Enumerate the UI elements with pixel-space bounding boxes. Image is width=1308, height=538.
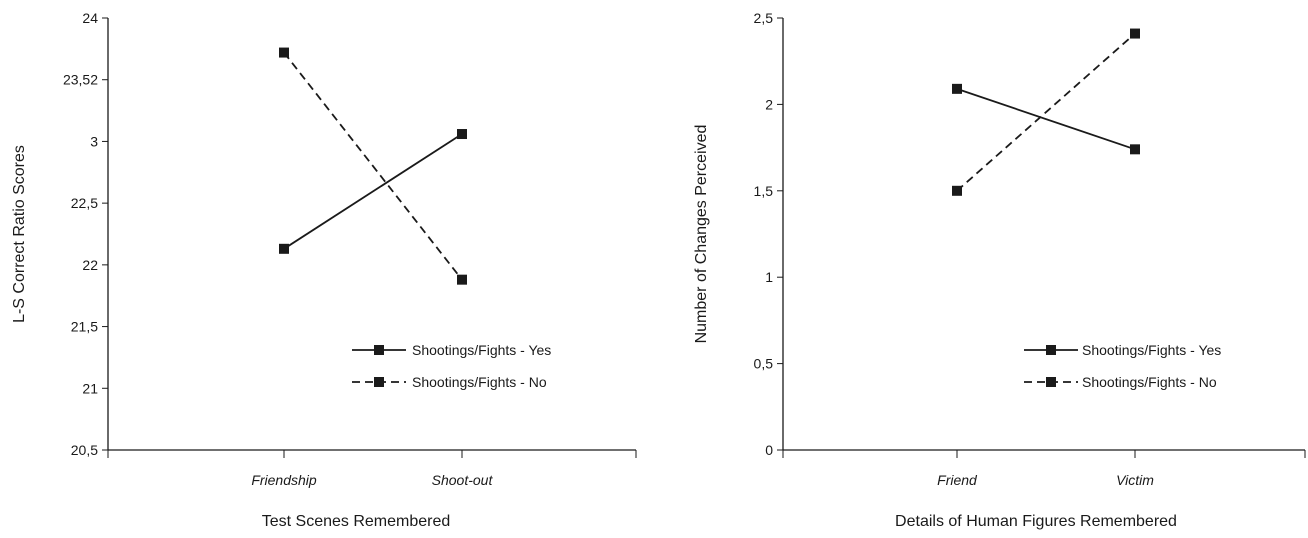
chart-panel-1: 20,5 21 21,5 22 22,5 3 23,52 24 Friendship Shoot-… [11, 10, 637, 530]
legend-label: Shootings/Fights - Yes [1082, 342, 1221, 358]
x-axis-title: Test Scenes Remembered [262, 513, 451, 530]
legend-marker [374, 377, 384, 387]
x-tick-label: Victim [1116, 472, 1154, 488]
chart-panel-2: 0 0,5 1 1,5 2 2,5 Friend Victim Number of Change… [693, 10, 1306, 530]
y-tick-label: 2,5 [754, 10, 774, 26]
legend-marker [1046, 345, 1056, 355]
y-tick-label: 1 [765, 269, 773, 285]
series-line-yes [956, 87, 1136, 151]
y-tick-label: 21,5 [71, 319, 98, 335]
y-tick-label: 24 [82, 10, 98, 26]
data-point [1130, 28, 1140, 39]
y-tick-label: 1,5 [754, 183, 774, 199]
data-point [457, 274, 467, 285]
legend-marker [1046, 377, 1056, 387]
x-axis-title: Details of Human Figures Remembered [895, 513, 1177, 530]
y-tick-label: 22,5 [71, 195, 98, 211]
legend-label: Shootings/Fights - Yes [412, 342, 551, 358]
x-tick-label: Shoot-out [432, 472, 494, 488]
series-line-no [283, 52, 463, 281]
y-tick-label: 21 [82, 380, 98, 396]
legend-label: Shootings/Fights - No [412, 374, 547, 390]
x-tick-label: Friendship [251, 472, 317, 488]
legend-marker [374, 345, 384, 355]
y-tick-label: 2 [765, 96, 773, 112]
series-line-no [956, 32, 1136, 192]
y-tick-label: 20,5 [71, 442, 98, 458]
y-tick-label: 0 [765, 442, 773, 458]
y-tick-label: 0,5 [754, 356, 774, 372]
series-line-yes [283, 133, 463, 250]
data-point [1130, 144, 1140, 155]
y-axis-title: Number of Changes Perceived [693, 125, 710, 344]
data-point [952, 83, 962, 94]
x-tick-label: Friend [937, 472, 978, 488]
data-point [457, 129, 467, 140]
y-tick-label: 22 [82, 257, 98, 273]
y-tick-label: 23,52 [63, 72, 98, 88]
y-axis-title: L-S Correct Ratio Scores [11, 145, 28, 323]
data-point [279, 47, 289, 58]
data-point [952, 185, 962, 196]
legend-label: Shootings/Fights - No [1082, 374, 1217, 390]
y-tick-label: 3 [90, 133, 98, 149]
data-point [279, 243, 289, 254]
